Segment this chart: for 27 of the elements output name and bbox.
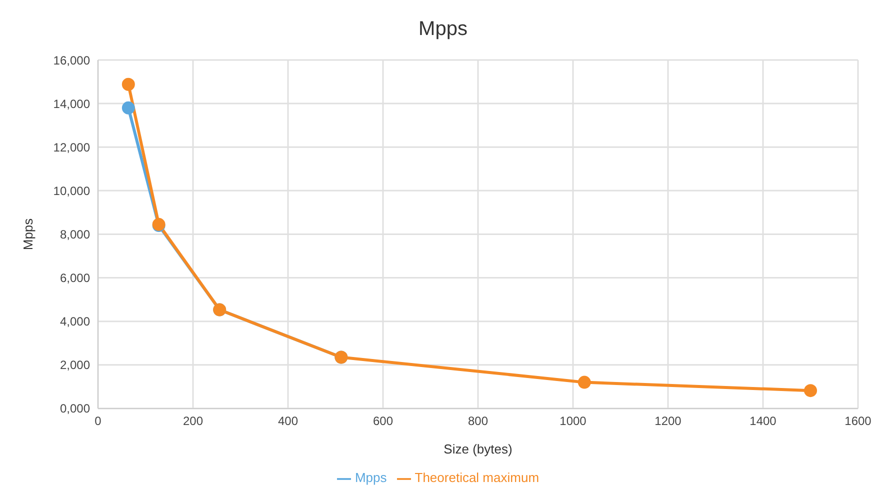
y-tick-label: 12,000 (53, 140, 90, 154)
point (122, 78, 135, 91)
legend-label: Mpps (354, 470, 387, 486)
x-axis-title: Size (bytes) (444, 441, 512, 456)
y-tick-label: 0,000 (60, 402, 90, 416)
x-tick-label: 600 (372, 414, 394, 428)
y-tick-label: 10,000 (53, 184, 90, 198)
x-tick-label: 800 (468, 414, 488, 428)
y-tick-label: 8,000 (60, 227, 90, 242)
y-tick-label: 4,000 (60, 314, 90, 329)
y-axis-title: Mpps (20, 218, 36, 250)
x-tick-label: 1400 (750, 414, 777, 428)
legend-label: Theoretical maximum (414, 470, 540, 486)
point (122, 101, 135, 114)
point (804, 384, 817, 398)
x-tick-label: 1000 (560, 414, 587, 428)
y-tick-label: 16,000 (53, 53, 90, 68)
point (578, 376, 591, 389)
y-tick-label: 2,000 (60, 358, 90, 372)
y-tick-label: 14,000 (53, 96, 90, 111)
x-tick-label: 0 (94, 414, 102, 428)
chart-title: Mpps (418, 17, 468, 42)
x-tick-label: 400 (278, 414, 298, 428)
x-tick-label: 1600 (844, 414, 872, 428)
y-tick-label: 6,000 (60, 271, 90, 286)
x-tick-label: 1200 (654, 414, 682, 428)
x-tick-label: 200 (182, 414, 204, 428)
